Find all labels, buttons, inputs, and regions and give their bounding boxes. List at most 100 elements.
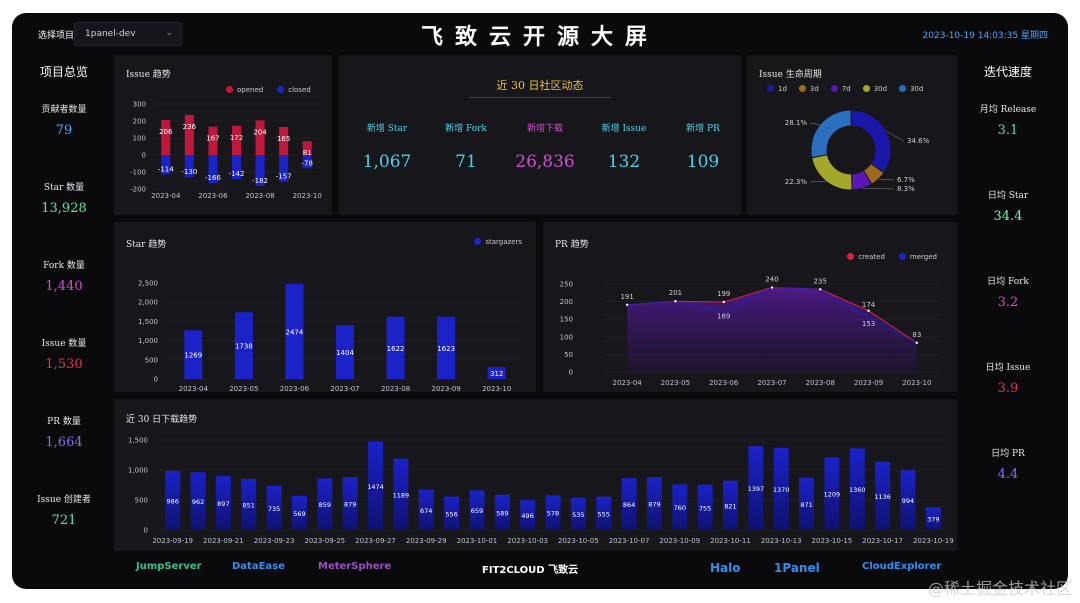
bar-data-label: 556 (445, 510, 457, 518)
speed-stat-value: 3.1 (997, 123, 1019, 138)
legend-1d[interactable]: 1d (767, 85, 787, 93)
created-area (627, 287, 917, 372)
x-tick-label: 2023-06 (280, 385, 310, 392)
y-tick-label: 200 (560, 298, 573, 306)
x-tick-label: 2023-10-19 (913, 537, 954, 545)
issue-lifecycle-legend: 1d 3d 7d 30d 30d (767, 85, 923, 93)
opened-bar (255, 120, 265, 155)
pie-leader-line (878, 178, 895, 181)
closed-data-label: -142 (229, 170, 245, 178)
community-panel: 近 30 日社区动态 新增 Star 1,067 新增 Fork 71 新增下载 26,8… (339, 55, 741, 215)
legend-7d[interactable]: 7d (830, 85, 851, 93)
point-data-label: 169 (717, 313, 730, 321)
created-point (915, 341, 919, 344)
legend-merged[interactable]: merged (898, 253, 937, 261)
project-overview-title: 项目总览 (39, 65, 88, 79)
download-bar (342, 477, 358, 530)
x-tick-label: 2023-10-03 (507, 537, 548, 545)
legend-opened[interactable]: opened (226, 86, 263, 94)
legend-30d[interactable]: 30d (862, 85, 887, 93)
x-tick-label: 2023-10 (293, 192, 322, 200)
opened-bar (208, 126, 218, 155)
download-bar (545, 495, 561, 530)
pie-leader-line (809, 122, 821, 125)
iteration-speed-title: 迭代速度 (983, 65, 1032, 79)
bar-data-label: 569 (293, 510, 305, 518)
download-trend-panel: 近 30 日下载趋势 0 500 1,000 1,500 986 2023-09-19 96… (114, 399, 957, 551)
x-tick-label: 2023-10-11 (710, 537, 751, 545)
point-data-label: 235 (814, 277, 827, 285)
bar-data-label: 755 (699, 504, 711, 512)
community-stat-label: 新增 PR (686, 124, 720, 134)
bar-data-label: 760 (674, 504, 686, 512)
x-tick-label: 2023-10-17 (862, 537, 903, 545)
watermark: @稀土掘金技术社区 (927, 579, 1072, 598)
download-bar (849, 448, 865, 530)
created-point (625, 303, 629, 306)
stargazers-bar (336, 325, 354, 379)
community-stat: 新增 Issue 132 (584, 121, 664, 172)
x-tick-label: 2023-10-13 (761, 537, 802, 545)
issue-trend-title: Issue 趋势 (126, 70, 171, 80)
star-trend-title: Star 趋势 (126, 240, 167, 250)
download-bar (646, 477, 662, 530)
bar-data-label: 879 (344, 501, 356, 509)
y-tick-label: 1,000 (138, 337, 158, 345)
opened-data-label: 236 (183, 123, 197, 131)
speed-stat-value: 3.2 (997, 295, 1019, 310)
closed-data-label: -157 (276, 173, 292, 181)
legend-3d[interactable]: 3d (798, 85, 819, 93)
stargazers-bar (437, 316, 456, 379)
pie-value-label: 6.7% (897, 176, 915, 184)
point-data-label: 199 (717, 290, 730, 298)
y-tick-label: 500 (135, 497, 148, 505)
y-tick-label: -200 (130, 186, 146, 194)
download-bar (925, 507, 941, 530)
x-tick-label: 2023-04 (613, 379, 643, 387)
overview-stat-label: Issue 创建者 (37, 495, 91, 505)
opened-bar (302, 141, 312, 155)
x-tick-label: 2023-10-15 (812, 537, 853, 545)
download-bar (368, 441, 384, 530)
download-bar (494, 494, 510, 530)
stargazers-bar (184, 330, 203, 379)
download-bar (444, 496, 460, 530)
community-stat-value: 132 (607, 152, 641, 172)
y-tick-label: 0 (144, 527, 148, 535)
bar-data-label: 555 (597, 510, 609, 518)
x-tick-label: 2023-04 (179, 385, 209, 392)
opened-bar (232, 125, 241, 155)
x-tick-label: 2023-10 (482, 385, 511, 392)
opened-data-label: 81 (303, 149, 312, 157)
overview-stat-label: 贡献者数量 (41, 105, 87, 115)
x-tick-label: 2023-10-05 (558, 537, 599, 545)
download-bar (266, 485, 282, 530)
legend-30d[interactable]: 30d (899, 85, 923, 93)
bar-data-label: 379 (927, 516, 939, 524)
y-tick-label: -100 (130, 169, 146, 177)
opened-data-label: 206 (159, 128, 173, 136)
pie-value-label: 28.1% (785, 119, 808, 127)
created-point (674, 300, 677, 303)
pie-value-label: 8.3% (897, 185, 915, 193)
x-tick-label: 2023-09-19 (152, 537, 193, 545)
closed-data-label: -114 (158, 165, 174, 173)
opened-data-label: 172 (230, 134, 243, 142)
legend-created[interactable]: created (847, 253, 885, 261)
x-tick-label: 2023-06 (198, 192, 228, 200)
pr-trend-chart: 0 50 100 150 200 250 191 201 199 169 240 235 174 153 8… (560, 276, 941, 387)
stargazers-bar (285, 283, 304, 379)
download-bar (241, 478, 257, 530)
download-bar (520, 500, 536, 530)
download-bar (875, 461, 891, 530)
legend-closed[interactable]: closed (277, 86, 311, 94)
x-tick-label: 2023-09-25 (304, 537, 345, 545)
bar-data-label: 1360 (849, 486, 866, 494)
community-stat-label: 新增 Issue (601, 124, 647, 134)
legend-stargazers[interactable]: stargazers (474, 238, 522, 246)
project-select[interactable]: 1panel-dev ⌄ (74, 22, 182, 46)
closed-bar (279, 155, 289, 182)
x-tick-label: 2023-10-07 (609, 537, 650, 545)
pie-value-label: 34.6% (907, 137, 930, 145)
closed-bar (255, 155, 265, 186)
